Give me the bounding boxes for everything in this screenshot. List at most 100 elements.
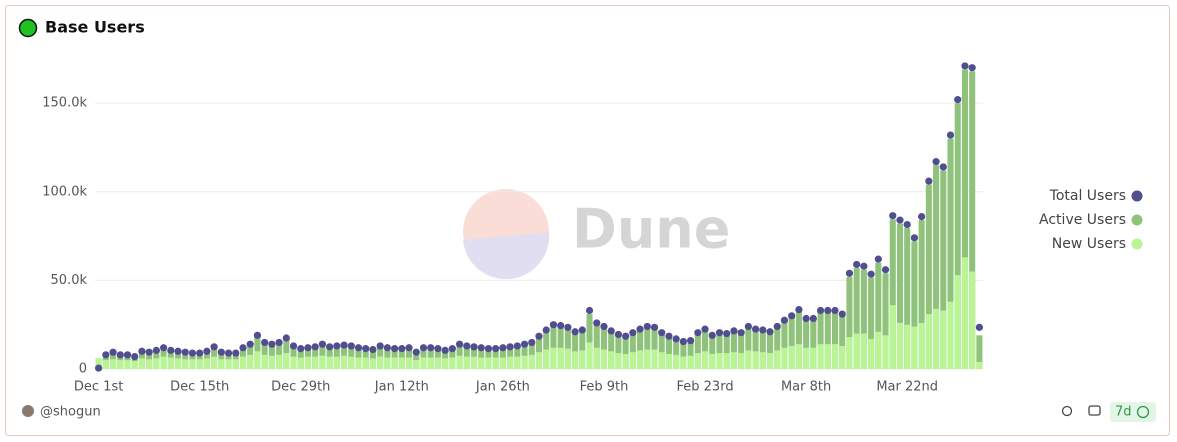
bar <box>362 357 369 369</box>
bar <box>651 349 658 369</box>
dot <box>188 349 197 357</box>
bar <box>290 356 297 369</box>
bar <box>651 329 658 369</box>
dot <box>925 177 933 185</box>
bar <box>348 356 355 369</box>
dot <box>889 212 897 220</box>
dot <box>773 322 781 331</box>
camera-icon[interactable] <box>1088 405 1101 416</box>
bar <box>702 351 709 369</box>
bar <box>680 343 687 369</box>
bar <box>117 360 124 369</box>
dot <box>809 314 817 323</box>
bar <box>333 356 340 369</box>
dot <box>326 343 334 351</box>
bar <box>232 359 239 369</box>
dot <box>405 344 413 352</box>
bar <box>839 345 846 369</box>
bar <box>759 352 766 369</box>
dot <box>224 349 233 357</box>
bar <box>687 342 694 369</box>
bar <box>131 361 138 369</box>
dot <box>730 327 738 335</box>
x-tick-label: Dec 1st <box>74 380 123 395</box>
dot <box>513 342 521 350</box>
bar <box>203 358 210 369</box>
bar <box>355 357 362 369</box>
dot <box>723 329 731 338</box>
bar <box>803 320 810 369</box>
bar <box>341 355 348 369</box>
bar <box>723 353 730 369</box>
bar <box>868 277 875 369</box>
dot <box>123 351 132 359</box>
dot <box>535 332 543 340</box>
bar <box>817 344 824 369</box>
author[interactable]: @shogun <box>40 405 101 420</box>
dot <box>275 338 283 347</box>
bar <box>795 344 802 369</box>
bar <box>658 334 665 369</box>
bar <box>918 322 925 369</box>
bar <box>326 356 333 369</box>
dot <box>788 312 796 320</box>
legend-swatch <box>1131 238 1143 250</box>
dot <box>268 340 276 348</box>
dot <box>441 346 449 354</box>
bar <box>947 138 954 369</box>
bar <box>896 223 904 369</box>
legend-swatch <box>1131 214 1143 226</box>
bar <box>940 170 947 369</box>
bar <box>781 347 788 369</box>
dot <box>412 348 420 356</box>
settings-icon[interactable] <box>1061 405 1073 417</box>
watermark-text: Dune <box>572 198 730 261</box>
dot <box>340 341 348 349</box>
bar <box>933 165 940 369</box>
legend-label: Active Users <box>1039 212 1126 228</box>
dot <box>261 338 269 347</box>
bar <box>391 357 398 369</box>
dot <box>643 322 651 331</box>
x-tick-label: Jan 12th <box>374 380 429 395</box>
bar <box>687 355 694 369</box>
chart-title: Base Users <box>45 18 145 37</box>
dot <box>448 345 456 353</box>
x-tick-label: Mar 8th <box>781 380 831 395</box>
dot <box>304 344 312 352</box>
bar <box>961 69 968 369</box>
bar <box>658 352 665 369</box>
bar <box>485 357 492 369</box>
bar <box>709 353 716 369</box>
dot <box>737 329 745 337</box>
dot <box>881 266 890 274</box>
bar <box>622 337 629 369</box>
bar <box>478 357 485 369</box>
dot <box>116 351 124 359</box>
bar <box>795 311 802 369</box>
x-tick-label: Dec 15th <box>170 380 229 395</box>
bar <box>933 308 940 369</box>
dot <box>434 345 442 353</box>
x-tick-label: Dec 29th <box>271 380 330 395</box>
bar <box>283 353 290 369</box>
bar <box>882 335 889 369</box>
bar <box>572 351 579 369</box>
dot <box>318 340 327 348</box>
bar <box>369 358 376 369</box>
dot <box>954 96 962 104</box>
bar <box>557 347 564 369</box>
dot <box>289 342 298 350</box>
bar <box>803 347 810 369</box>
bar <box>781 322 788 369</box>
legend-label: New Users <box>1052 236 1126 252</box>
dot <box>333 342 341 350</box>
dot <box>297 345 305 353</box>
dot <box>961 62 969 70</box>
dot <box>145 348 153 356</box>
bar <box>853 333 860 369</box>
bar <box>853 267 860 369</box>
dot <box>95 364 103 372</box>
refresh-icon <box>1136 405 1150 419</box>
dot <box>463 342 471 350</box>
